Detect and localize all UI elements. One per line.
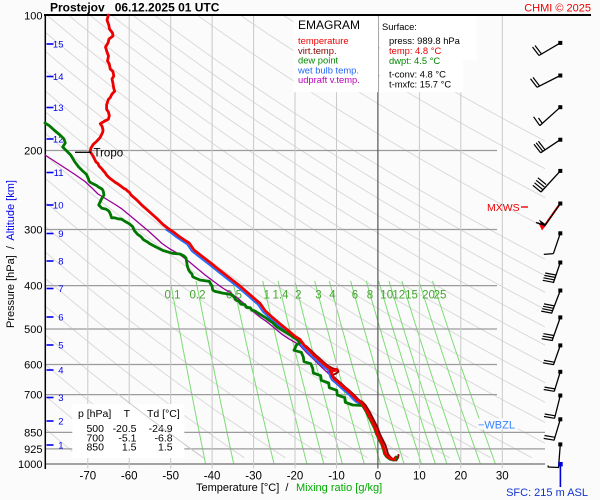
svg-text:4: 4 — [329, 290, 336, 302]
svg-text:5: 5 — [58, 341, 63, 352]
svg-text:10: 10 — [413, 471, 426, 483]
svg-text:6: 6 — [58, 313, 63, 324]
svg-text:-50: -50 — [162, 471, 179, 483]
svg-text:20: 20 — [454, 471, 467, 483]
svg-text:7: 7 — [58, 284, 63, 295]
svg-text:0.1: 0.1 — [165, 290, 181, 302]
svg-text:30: 30 — [496, 471, 509, 483]
svg-text:Td [°C]: Td [°C] — [147, 408, 180, 420]
svg-text:dwpt: 4.5 °C: dwpt: 4.5 °C — [389, 55, 440, 66]
svg-text:6: 6 — [352, 290, 358, 302]
svg-text:-70: -70 — [79, 471, 96, 483]
svg-text:-6.8: -6.8 — [155, 432, 173, 444]
svg-text:−WBZL: −WBZL — [478, 420, 515, 432]
svg-text:10: 10 — [53, 201, 64, 212]
svg-text:MXWS: MXWS — [487, 202, 520, 214]
svg-text:100: 100 — [24, 11, 42, 23]
svg-text:8: 8 — [367, 290, 373, 302]
svg-text:4: 4 — [58, 366, 63, 377]
svg-text:-20: -20 — [287, 471, 304, 483]
svg-text:0: 0 — [375, 471, 381, 483]
svg-text:1: 1 — [58, 441, 63, 452]
svg-text:Temperature [°C] /: Temperature [°C] / — [196, 482, 289, 494]
svg-text:-40: -40 — [204, 471, 221, 483]
svg-text:T: T — [124, 408, 131, 420]
svg-text:-10: -10 — [328, 471, 345, 483]
svg-text:t-mxfc: 15.7 °C: t-mxfc: 15.7 °C — [389, 79, 451, 90]
svg-text:SFC: 215 m ASL: SFC: 215 m ASL — [506, 487, 588, 499]
svg-text:3: 3 — [315, 290, 321, 302]
svg-text:t-conv: 4.8 °C: t-conv: 4.8 °C — [389, 69, 446, 80]
svg-text:dew point: dew point — [298, 55, 339, 66]
svg-text:Tropo: Tropo — [94, 148, 124, 160]
svg-text:200: 200 — [24, 146, 42, 158]
svg-text:2: 2 — [295, 290, 301, 302]
svg-text:1000: 1000 — [18, 459, 42, 471]
svg-text:13: 13 — [53, 103, 64, 114]
svg-text:925: 925 — [24, 444, 42, 456]
svg-text:15: 15 — [53, 40, 64, 51]
svg-text:2: 2 — [58, 417, 63, 428]
svg-text:300: 300 — [24, 225, 42, 237]
svg-text:9: 9 — [58, 229, 63, 240]
svg-text:virt.temp.: virt.temp. — [298, 45, 337, 56]
svg-text:700: 700 — [24, 390, 42, 402]
svg-text:850: 850 — [24, 427, 42, 439]
svg-text:-30: -30 — [245, 471, 262, 483]
svg-text:25: 25 — [434, 290, 447, 302]
svg-text:1.4: 1.4 — [273, 290, 290, 302]
svg-text:Prostejov 06.12.2025 01 UTC: Prostejov 06.12.2025 01 UTC — [50, 1, 220, 15]
svg-text:400: 400 — [24, 281, 42, 293]
svg-text:0.2: 0.2 — [190, 290, 206, 302]
svg-text:1.5: 1.5 — [122, 442, 137, 454]
svg-text:14: 14 — [53, 72, 64, 83]
svg-text:20: 20 — [422, 290, 435, 302]
svg-text:temp: 4.8 °C: temp: 4.8 °C — [389, 45, 441, 56]
svg-text:-24.9: -24.9 — [149, 423, 173, 435]
svg-text:850: 850 — [86, 442, 104, 454]
svg-text:-5.1: -5.1 — [118, 432, 136, 444]
svg-text:11: 11 — [54, 168, 64, 179]
svg-text:15: 15 — [405, 290, 418, 302]
svg-text:press: 989.8 hPa: press: 989.8 hPa — [389, 35, 461, 46]
svg-text:1: 1 — [264, 290, 270, 302]
svg-text:500: 500 — [86, 423, 104, 435]
svg-text:-20.5: -20.5 — [113, 423, 137, 435]
svg-text:500: 500 — [24, 324, 42, 336]
svg-text:Surface:: Surface: — [382, 21, 417, 32]
svg-text:600: 600 — [24, 360, 42, 372]
svg-text:3: 3 — [58, 393, 63, 404]
svg-text:10: 10 — [380, 290, 393, 302]
svg-text:1.5: 1.5 — [158, 442, 173, 454]
svg-text:8: 8 — [58, 257, 63, 268]
svg-text:Pressure [hPa] / Altitude [k: Pressure [hPa] / Altitude [km] — [5, 180, 17, 328]
svg-text:EMAGRAM: EMAGRAM — [298, 18, 360, 32]
svg-text:temperature: temperature — [298, 35, 349, 46]
svg-text:udpraft v.temp.: udpraft v.temp. — [298, 74, 360, 85]
svg-text:-60: -60 — [121, 471, 138, 483]
svg-text:12: 12 — [392, 290, 405, 302]
svg-text:wet bulb temp.: wet bulb temp. — [297, 64, 359, 75]
svg-text:Mixing ratio [g/kg]: Mixing ratio [g/kg] — [296, 482, 382, 494]
svg-text:CHMI © 2025: CHMI © 2025 — [524, 3, 591, 15]
svg-text:700: 700 — [86, 432, 104, 444]
svg-text:p [hPa]: p [hPa] — [78, 408, 111, 420]
svg-text:12: 12 — [53, 135, 64, 146]
